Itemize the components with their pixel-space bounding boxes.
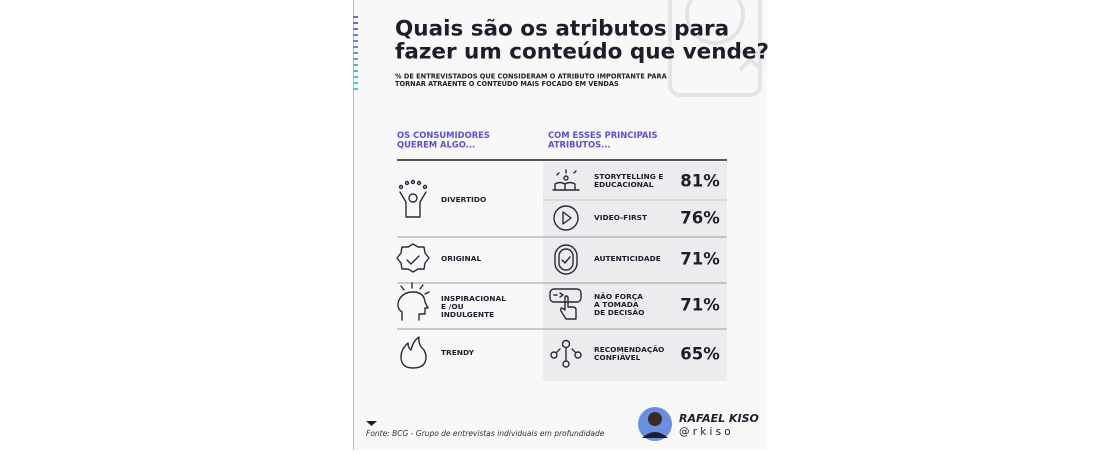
attribute-label: DE DECISÃO	[594, 308, 644, 317]
decor-money-icon	[668, 0, 764, 97]
icon-recommendation	[550, 339, 582, 368]
want-label: E /OU	[441, 302, 464, 311]
icon-inspiration	[397, 282, 430, 321]
author-name: RAFAEL KISO	[679, 412, 759, 425]
attribute-label: VIDEO-FIRST	[594, 213, 647, 222]
want-label: TRENDY	[441, 348, 475, 357]
attribute-label: AUTENTICIDADE	[594, 254, 661, 263]
author-avatar-body	[642, 432, 668, 438]
attribute-label: A TOMADA	[594, 300, 639, 309]
subtitle: % DE ENTREVISTADOS QUE CONSIDERAM O ATRI…	[395, 72, 668, 80]
decor-stripes	[353, 16, 358, 90]
want-label: INSPIRACIONAL	[441, 294, 506, 303]
icon-video	[553, 205, 579, 231]
icon-fun	[398, 179, 428, 218]
source-marker	[366, 421, 377, 426]
column-header: ATRIBUTOS...	[548, 139, 611, 149]
want-label: DIVERTIDO	[441, 195, 486, 204]
icon-trendy	[400, 336, 427, 369]
attribute-label: STORYTELLING E	[594, 172, 663, 181]
subtitle: TORNAR ATRAENTE O CONTEÚDO MAIS FOCADO E…	[395, 79, 619, 88]
source: Fonte: BCG - Grupo de entrevistas indivi…	[366, 429, 605, 438]
percent: 71%	[680, 250, 720, 269]
attribute-label: RECOMENDAÇÃO	[594, 345, 664, 354]
percent: 65%	[680, 345, 720, 364]
percent: 76%	[680, 209, 720, 228]
icon-book	[552, 169, 580, 191]
attribute-label: CONFIÁVEL	[594, 353, 641, 362]
column-header: COM ESSES PRINCIPAIS	[548, 130, 658, 140]
icon-original	[396, 243, 430, 273]
author-handle: @rkiso	[679, 426, 734, 438]
title: fazer um conteúdo que vende?	[395, 40, 769, 65]
icon-fingerprint	[554, 244, 578, 275]
author-avatar-face	[648, 412, 662, 426]
attribute-label: EDUCACIONAL	[594, 180, 654, 189]
want-label: INDULGENTE	[441, 310, 494, 319]
column-header: OS CONSUMIDORES	[397, 130, 490, 140]
column-header: QUEREM ALGO...	[397, 139, 475, 149]
attribute-label: NÃO FORÇA	[594, 292, 643, 301]
want-label: ORIGINAL	[441, 254, 481, 263]
icon-touch	[549, 288, 582, 320]
title: Quais são os atributos para	[395, 17, 729, 42]
percent: 81%	[680, 172, 720, 191]
percent: 71%	[680, 296, 720, 315]
